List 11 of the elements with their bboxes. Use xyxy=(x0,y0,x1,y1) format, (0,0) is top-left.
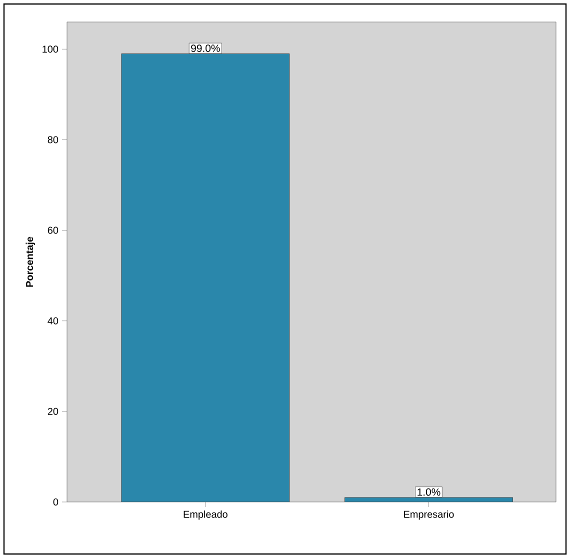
x-tick-label: Empresario xyxy=(404,510,454,520)
y-tick-label: 0 xyxy=(53,498,58,506)
data-label: 99.0% xyxy=(191,44,220,52)
y-tick-label: 60 xyxy=(48,226,58,234)
x-tick-label: Empleado xyxy=(184,510,228,520)
y-tick-label: 80 xyxy=(48,136,58,144)
y-tick-label: 40 xyxy=(48,317,58,324)
y-tick-label: 20 xyxy=(48,408,58,415)
data-label: 1.0% xyxy=(418,488,440,496)
y-axis-title: Porcentaje xyxy=(26,236,36,287)
y-tick-label: 100 xyxy=(42,46,58,53)
